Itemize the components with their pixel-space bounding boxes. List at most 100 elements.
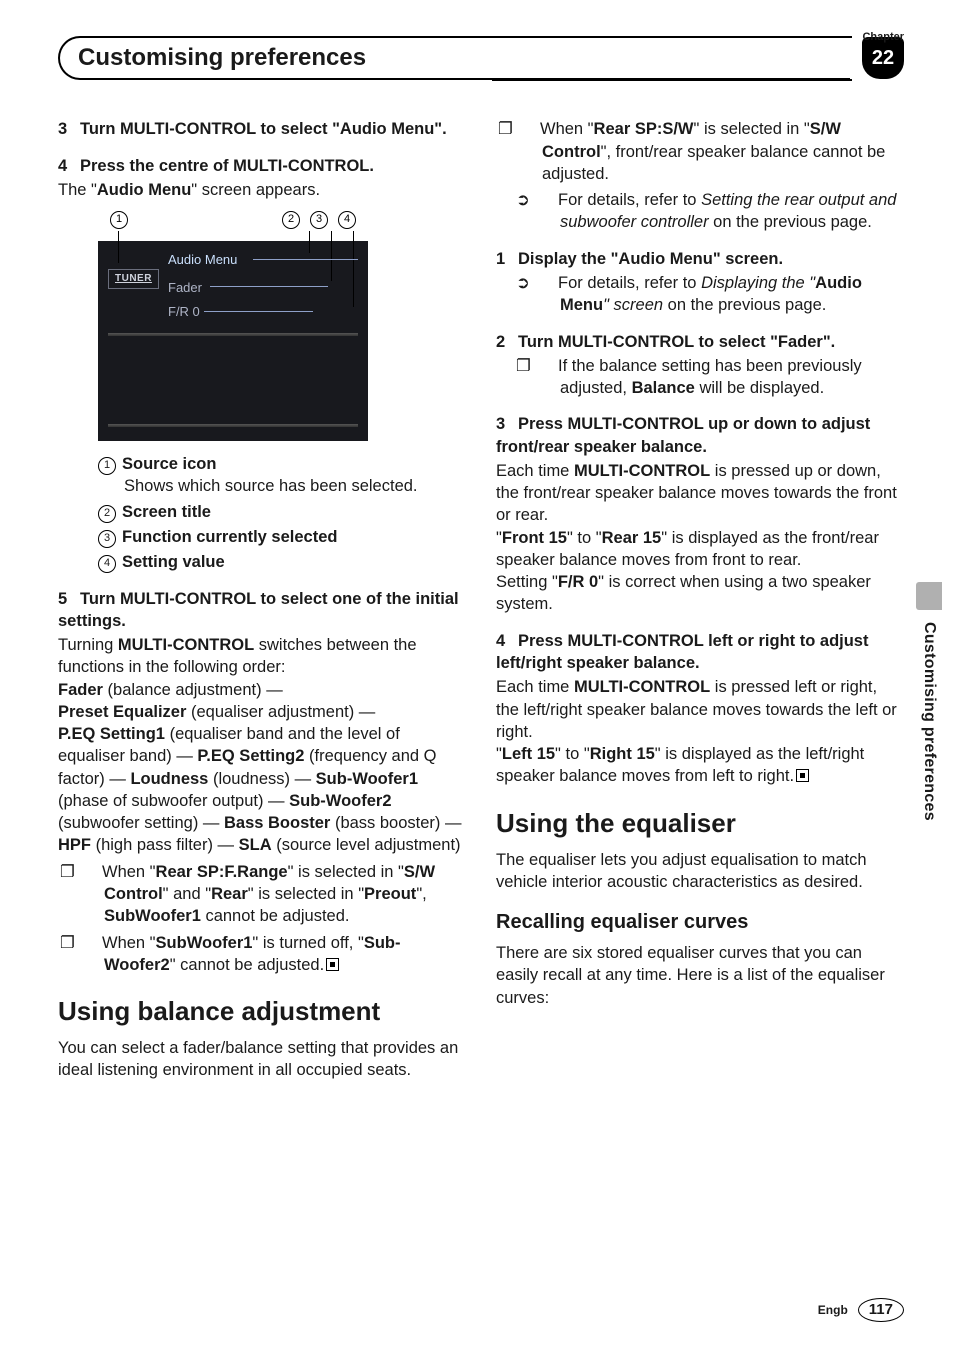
t: " cannot be adjusted.: [170, 956, 324, 974]
heading-equaliser: Using the equaliser: [496, 806, 904, 841]
heading-balance: Using balance adjustment: [58, 994, 466, 1029]
recall-body: There are six stored equaliser curves th…: [496, 942, 904, 1009]
t: " is selected in ": [288, 863, 404, 881]
callout-item-1: 1Source icon Shows which source has been…: [98, 453, 466, 498]
step-1-heading: 1Display the "Audio Menu" screen.: [496, 248, 904, 270]
note-item: ❐If the balance setting has been previou…: [496, 355, 904, 400]
seq-label: P.EQ Setting2: [197, 747, 304, 765]
page-number: 117: [858, 1298, 904, 1322]
note-icon: ❐: [82, 861, 102, 883]
t: Left 15: [502, 745, 555, 763]
t: " is selected in ": [248, 885, 364, 903]
ss-divider: [108, 424, 358, 427]
callout-4: 4: [338, 211, 356, 229]
heading-recall: Recalling equaliser curves: [496, 909, 904, 936]
t: Each time: [496, 678, 574, 696]
page-header: Customising preferences 22: [58, 36, 904, 80]
callout-item-3: 3 Function currently selected: [98, 526, 466, 548]
step-text: Turn MULTI-CONTROL to select one of the …: [58, 590, 459, 630]
step-4-heading: 4Press the centre of MULTI-CONTROL.: [58, 155, 466, 177]
callout-arrow: [309, 231, 310, 253]
step-text: Press MULTI-CONTROL up or down to adjust…: [496, 415, 870, 455]
seq-label: Fader: [58, 681, 103, 699]
seq-desc: (balance adjustment) —: [103, 681, 283, 699]
seq-label: Sub-Woofer2: [289, 792, 391, 810]
callout-arrow: [118, 231, 119, 263]
seq-desc: (subwoofer setting) —: [58, 814, 224, 832]
text: The ": [58, 181, 97, 199]
note-item: ❐When "SubWoofer1" is turned off, "Sub-W…: [58, 932, 466, 977]
side-tab: [916, 582, 942, 610]
t: " to ": [555, 745, 590, 763]
step-3-heading-r: 3Press MULTI-CONTROL up or down to adjus…: [496, 413, 904, 458]
callout-num: 2: [98, 505, 116, 523]
t: MULTI-CONTROL: [574, 462, 710, 480]
t: When ": [102, 934, 156, 952]
t: Rear SP:S/W: [594, 120, 694, 138]
ss-leader: [210, 286, 328, 287]
t: Preout: [364, 885, 416, 903]
seq-desc: (equaliser adjustment) —: [186, 703, 375, 721]
step-text: Press the centre of MULTI-CONTROL.: [80, 157, 374, 175]
callout-label: Setting value: [122, 553, 225, 571]
t: on the previous page.: [709, 213, 872, 231]
text-bold: Audio Menu: [97, 181, 191, 199]
t: Each time: [496, 462, 574, 480]
t: Rear 15: [602, 529, 662, 547]
seq-label: Loudness: [130, 770, 208, 788]
left-column: 3 Turn MULTI-CONTROL to select "Audio Men…: [58, 118, 466, 1081]
ref-icon: ➲: [538, 272, 558, 294]
ss-leader: [253, 259, 358, 260]
callout-desc: Shows which source has been selected.: [124, 475, 418, 497]
step-5-body: Turning MULTI-CONTROL switches between t…: [58, 634, 466, 679]
ref-icon: ➲: [538, 189, 558, 211]
callout-item-2: 2Screen title: [98, 501, 466, 523]
t: F/R 0: [558, 573, 598, 591]
step-3-body3: Setting "F/R 0" is correct when using a …: [496, 571, 904, 616]
callout-num: 3: [98, 530, 116, 548]
step-4-body: The "Audio Menu" screen appears.: [58, 179, 466, 201]
callout-num: 1: [98, 457, 116, 475]
step-3-body2: "Front 15" to "Rear 15" is displayed as …: [496, 527, 904, 572]
eq-body: The equaliser lets you adjust equalisati…: [496, 849, 904, 894]
t: MULTI-CONTROL: [574, 678, 710, 696]
ss-divider: [108, 333, 358, 336]
t: on the previous page.: [663, 296, 826, 314]
callout-label: Function currently selected: [122, 528, 337, 546]
seq-label: HPF: [58, 836, 91, 854]
footer-lang: Engb: [818, 1302, 848, 1318]
step-number: 1: [496, 248, 518, 270]
step-5-heading: 5Turn MULTI-CONTROL to select one of the…: [58, 588, 466, 633]
step-4-heading-r: 4Press MULTI-CONTROL left or right to ad…: [496, 630, 904, 675]
seq-label: SLA: [239, 836, 272, 854]
ss-fader: Fader: [168, 279, 202, 297]
seq-desc: (source level adjustment): [272, 836, 461, 854]
step-4-body: Each time MULTI-CONTROL is pressed left …: [496, 676, 904, 743]
t: Setting ": [496, 573, 558, 591]
step-text: Press MULTI-CONTROL left or right to adj…: [496, 632, 868, 672]
seq-label: Preset Equalizer: [58, 703, 186, 721]
callout-arrow: [353, 231, 354, 307]
page-footer: Engb 117: [818, 1298, 904, 1322]
t: ",: [416, 885, 426, 903]
text-bold: MULTI-CONTROL: [118, 636, 254, 654]
seq-desc: (high pass filter) —: [91, 836, 239, 854]
step-number: 5: [58, 588, 80, 610]
step-text: Display the "Audio Menu" screen.: [518, 250, 783, 268]
seq-desc: (phase of subwoofer output) —: [58, 792, 289, 810]
end-mark-icon: [796, 769, 809, 782]
chapter-label: Chapter: [862, 30, 904, 45]
t: Rear SP:F.Range: [156, 863, 288, 881]
seq-label: Bass Booster: [224, 814, 330, 832]
function-sequence: Fader (balance adjustment) — Preset Equa…: [58, 679, 466, 857]
seq-label: P.EQ Setting1: [58, 725, 165, 743]
step-text: Turn MULTI-CONTROL to select "Audio Menu…: [80, 120, 447, 138]
t: For details, refer to: [558, 274, 701, 292]
t: SubWoofer1: [156, 934, 253, 952]
step-3-heading: 3Turn MULTI-CONTROL to select "Audio Men…: [58, 118, 466, 140]
text: Turning: [58, 636, 118, 654]
side-label: Customising preferences: [918, 622, 940, 821]
step-3-body: Each time MULTI-CONTROL is pressed up or…: [496, 460, 904, 527]
t: Balance: [632, 379, 695, 397]
seq-label: Sub-Woofer1: [316, 770, 418, 788]
